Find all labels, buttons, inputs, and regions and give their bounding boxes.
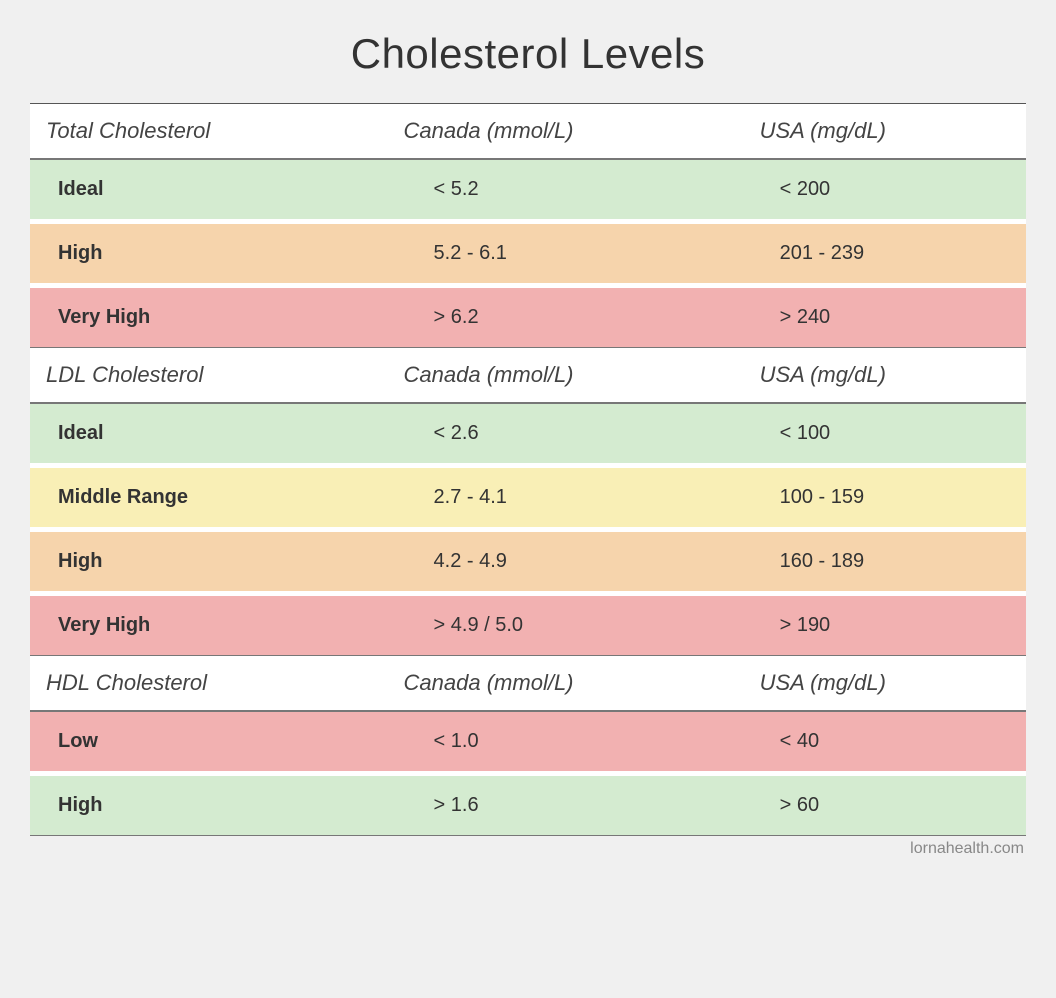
row-usa-value: < 200 bbox=[730, 178, 1026, 201]
section-header: LDL CholesterolCanada (mmol/L)USA (mg/dL… bbox=[30, 348, 1026, 404]
row-label: Ideal bbox=[38, 178, 404, 201]
footer-credit: lornahealth.com bbox=[30, 840, 1026, 858]
row-canada-value: 2.7 - 4.1 bbox=[404, 486, 730, 509]
table-row: Middle Range2.7 - 4.1100 - 159 bbox=[30, 468, 1026, 532]
row-label: Very High bbox=[38, 614, 404, 637]
column-header: USA (mg/dL) bbox=[730, 670, 1026, 696]
row-usa-value: < 100 bbox=[730, 422, 1026, 445]
column-header: USA (mg/dL) bbox=[730, 362, 1026, 388]
column-header: Canada (mmol/L) bbox=[404, 670, 730, 696]
row-usa-value: 160 - 189 bbox=[730, 550, 1026, 573]
column-header: Canada (mmol/L) bbox=[404, 118, 730, 144]
row-canada-value: < 5.2 bbox=[404, 178, 730, 201]
column-header: LDL Cholesterol bbox=[38, 362, 404, 388]
table-row: High> 1.6> 60 bbox=[30, 776, 1026, 836]
row-canada-value: 5.2 - 6.1 bbox=[404, 242, 730, 265]
row-usa-value: > 240 bbox=[730, 306, 1026, 329]
section-header: HDL CholesterolCanada (mmol/L)USA (mg/dL… bbox=[30, 656, 1026, 712]
row-canada-value: < 1.0 bbox=[404, 730, 730, 753]
column-header: Total Cholesterol bbox=[38, 118, 404, 144]
row-usa-value: 201 - 239 bbox=[730, 242, 1026, 265]
row-usa-value: 100 - 159 bbox=[730, 486, 1026, 509]
row-usa-value: > 60 bbox=[730, 794, 1026, 817]
row-label: High bbox=[38, 242, 404, 265]
row-canada-value: > 4.9 / 5.0 bbox=[404, 614, 730, 637]
row-usa-value: < 40 bbox=[730, 730, 1026, 753]
row-label: High bbox=[38, 794, 404, 817]
row-canada-value: 4.2 - 4.9 bbox=[404, 550, 730, 573]
row-canada-value: < 2.6 bbox=[404, 422, 730, 445]
column-header: USA (mg/dL) bbox=[730, 118, 1026, 144]
cholesterol-table: Total CholesterolCanada (mmol/L)USA (mg/… bbox=[30, 103, 1026, 836]
table-row: High4.2 - 4.9160 - 189 bbox=[30, 532, 1026, 596]
row-label: Low bbox=[38, 730, 404, 753]
table-row: Ideal< 5.2< 200 bbox=[30, 160, 1026, 224]
table-row: Low< 1.0< 40 bbox=[30, 712, 1026, 776]
page-title: Cholesterol Levels bbox=[30, 30, 1026, 78]
column-header: HDL Cholesterol bbox=[38, 670, 404, 696]
row-label: High bbox=[38, 550, 404, 573]
table-row: High5.2 - 6.1201 - 239 bbox=[30, 224, 1026, 288]
row-label: Very High bbox=[38, 306, 404, 329]
table-row: Very High> 6.2> 240 bbox=[30, 288, 1026, 348]
table-row: Very High> 4.9 / 5.0> 190 bbox=[30, 596, 1026, 656]
section-header: Total CholesterolCanada (mmol/L)USA (mg/… bbox=[30, 103, 1026, 160]
row-canada-value: > 6.2 bbox=[404, 306, 730, 329]
row-label: Ideal bbox=[38, 422, 404, 445]
row-usa-value: > 190 bbox=[730, 614, 1026, 637]
column-header: Canada (mmol/L) bbox=[404, 362, 730, 388]
row-canada-value: > 1.6 bbox=[404, 794, 730, 817]
table-row: Ideal< 2.6< 100 bbox=[30, 404, 1026, 468]
row-label: Middle Range bbox=[38, 486, 404, 509]
